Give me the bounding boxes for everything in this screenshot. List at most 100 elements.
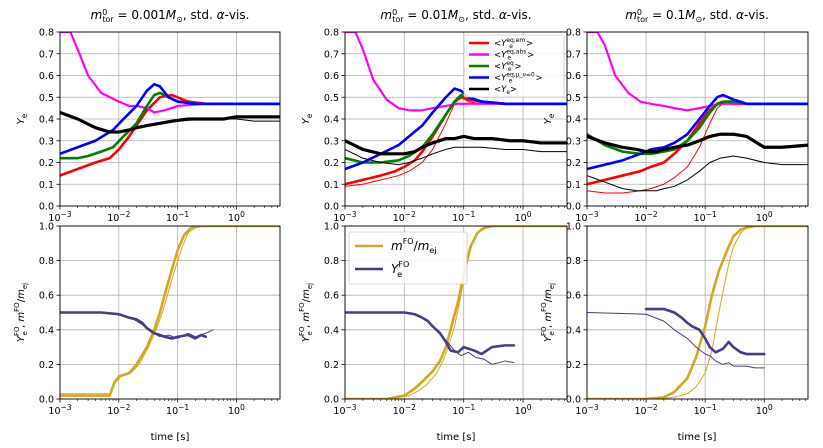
series-line-mu0: [60, 82, 280, 156]
axes-frame: [586, 225, 809, 400]
y-axis-label: YFOe , mFO/mej: [13, 283, 29, 342]
panel-title-right: m0 tor = 0.1M⊙, std. α-vis.: [625, 8, 769, 24]
series-line-yefo: [587, 312, 765, 369]
x-tick-label: 10−3: [333, 210, 356, 224]
panel-title-left: m0 tor = 0.001M⊙, std. α-vis.: [91, 8, 250, 24]
y-tick-label: 1.0: [39, 222, 54, 233]
y-axis-label: Ye: [301, 113, 314, 124]
y-tick-label: 0.3: [324, 136, 339, 147]
x-tick-label: 10−1: [694, 403, 717, 417]
x-tick-label: 10−3: [48, 210, 71, 224]
y-tick-label: 0.8: [324, 256, 339, 267]
y-tick-label: 0.7: [324, 49, 339, 60]
y-tick-label: 0.5: [566, 93, 581, 104]
series-group: [60, 32, 280, 177]
y-axis-label: Ye: [543, 113, 556, 124]
series-group: [587, 32, 808, 194]
series-line-mean: [345, 146, 567, 166]
series-line-yefo: [345, 311, 516, 356]
chart-panel-bottom-middle: 10−3 10−2 10−1 100 0.0 0.2 0.4 0.6 0.8 1.0 YFOe , …: [298, 222, 568, 417]
y-tick-label: 0.0: [566, 202, 581, 213]
series-line-yefo: [345, 312, 515, 365]
series-line-mu0: [587, 93, 808, 171]
x-tick-label: 10−2: [635, 403, 658, 417]
legend-label-abs: <Yeq,abs e >: [494, 49, 534, 62]
y-tick-label: 0.4: [324, 115, 339, 126]
series-line-em: [60, 93, 280, 177]
series-group: [587, 226, 808, 399]
y-tick-label: 0.8: [566, 256, 581, 267]
y-tick-label: 1.0: [566, 222, 581, 233]
series-line-mean: [345, 134, 567, 156]
x-tick-label: 10−3: [575, 403, 598, 417]
x-tick-label: 10−1: [452, 403, 475, 417]
x-tick-label: 10−3: [48, 403, 71, 417]
y-tick-label: 0.4: [324, 325, 339, 336]
y-tick-label: 0.5: [324, 93, 339, 104]
xlabel-middle: time [s]: [437, 432, 476, 443]
y-tick-label: 0.7: [566, 49, 581, 60]
y-tick-label: 0.0: [566, 395, 581, 406]
y-tick-label: 0.7: [39, 49, 54, 60]
series-group: [60, 226, 280, 397]
series-group: [345, 226, 567, 399]
legend-label-yefo: YFO e: [391, 260, 409, 279]
series-line-mean: [587, 155, 808, 192]
panel-title-middle: m0 tor = 0.01M⊙, std. α-vis.: [380, 8, 531, 24]
series-line-mean: [587, 132, 808, 154]
x-tick-label: 10−2: [393, 403, 416, 417]
y-tick-label: 0.1: [39, 180, 54, 191]
series-line-yefo: [60, 311, 207, 340]
chart-panel-top-left: 10−3 10−2 10−1 100 0.0 0.1 0.2 0.3 0.4 0.5 0.6 0.7 0…: [16, 28, 281, 224]
y-tick-label: 1.0: [324, 222, 339, 233]
series-line-mfo: [345, 226, 567, 399]
legend-label-mfo: mFO/mej: [391, 237, 437, 255]
axes-frame: [344, 225, 568, 400]
y-tick-label: 0.2: [566, 360, 581, 371]
y-tick-label: 0.6: [324, 71, 339, 82]
x-tick-label: 10−1: [694, 210, 717, 224]
series-line-abs: [60, 32, 280, 114]
x-tick-label: 100: [228, 210, 245, 224]
y-tick-label: 0.4: [39, 325, 54, 336]
y-axis-label: Ye: [16, 113, 29, 124]
y-tick-label: 0.2: [324, 158, 339, 169]
y-tick-label: 0.3: [566, 136, 581, 147]
y-tick-label: 0.6: [39, 291, 54, 302]
y-tick-label: 0.6: [39, 71, 54, 82]
y-axis-label: YFOe , mFO/mej: [540, 283, 556, 342]
y-tick-label: 0.4: [39, 115, 54, 126]
x-tick-label: 10−1: [452, 210, 475, 224]
x-tick-label: 100: [228, 403, 245, 417]
y-tick-label: 0.0: [324, 202, 339, 213]
x-tick-label: 100: [515, 403, 532, 417]
chart-panel-bottom-right: 10−3 10−2 10−1 100 0.0 0.2 0.4 0.6 0.8 1.0 YFOe , …: [540, 222, 809, 417]
xlabel-left: time [s]: [151, 432, 190, 443]
y-tick-label: 0.0: [324, 395, 339, 406]
x-tick-label: 100: [515, 210, 532, 224]
y-tick-label: 0.5: [39, 93, 54, 104]
y-tick-label: 0.6: [566, 71, 581, 82]
y-tick-label: 0.1: [566, 180, 581, 191]
y-tick-label: 0.8: [324, 28, 339, 39]
legend-box: [463, 34, 565, 98]
legend-label-eq: <Yeq e >: [494, 60, 522, 73]
legend-label-mu0: <Yeq,μ_ν=0 e >: [494, 72, 543, 85]
y-tick-label: 0.2: [39, 360, 54, 371]
y-tick-label: 0.6: [324, 291, 339, 302]
y-tick-label: 0.8: [566, 28, 581, 39]
y-tick-label: 0.4: [566, 325, 581, 336]
y-tick-label: 0.2: [324, 360, 339, 371]
legend-label-em: <Yeq,em e >: [494, 37, 533, 50]
x-tick-label: 10−2: [107, 403, 130, 417]
series-line-mfo: [60, 226, 280, 397]
y-tick-label: 0.6: [566, 291, 581, 302]
legend-label-mean: <Ye>: [494, 85, 517, 96]
chart-panel-top-right: 10−3 10−2 10−1 100 0.0 0.1 0.2 0.3 0.4 0.5 0.6 0.7 0…: [543, 28, 809, 224]
chart-panel-bottom-left: 10−3 10−2 10−1 100 0.0 0.2 0.4 0.6 0.8 1.0 YFOe , …: [13, 222, 281, 417]
series-line-mfo: [587, 226, 808, 399]
x-tick-label: 10−1: [166, 403, 189, 417]
y-tick-label: 0.3: [39, 136, 54, 147]
y-tick-label: 0.4: [566, 115, 581, 126]
series-line-yefo: [644, 307, 766, 356]
